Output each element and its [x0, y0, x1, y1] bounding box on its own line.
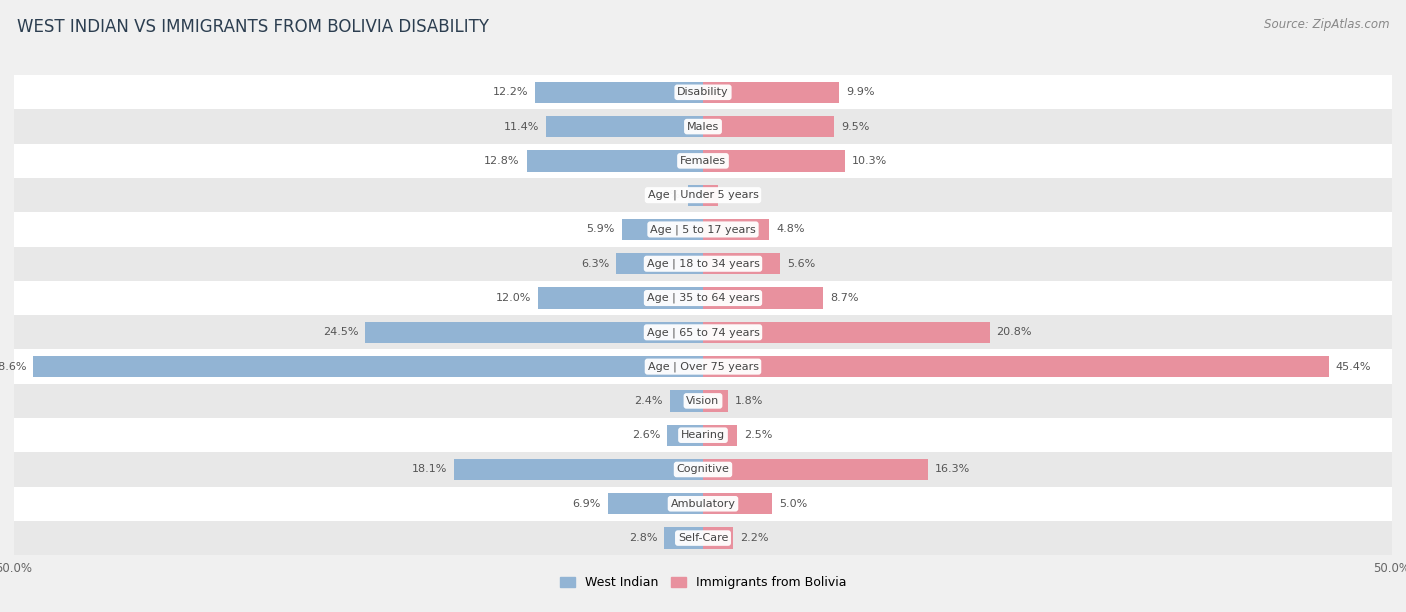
Text: 5.0%: 5.0% [779, 499, 807, 509]
FancyBboxPatch shape [14, 281, 1392, 315]
FancyBboxPatch shape [14, 110, 1392, 144]
Text: 1.1%: 1.1% [652, 190, 681, 200]
Text: Disability: Disability [678, 88, 728, 97]
Text: Ambulatory: Ambulatory [671, 499, 735, 509]
FancyBboxPatch shape [14, 418, 1392, 452]
FancyBboxPatch shape [14, 247, 1392, 281]
Legend: West Indian, Immigrants from Bolivia: West Indian, Immigrants from Bolivia [555, 571, 851, 594]
Text: 18.1%: 18.1% [412, 465, 447, 474]
Bar [703, 116, 834, 137]
Text: 2.6%: 2.6% [631, 430, 661, 440]
Bar [546, 116, 703, 137]
FancyBboxPatch shape [14, 521, 1392, 555]
FancyBboxPatch shape [14, 75, 1392, 110]
Text: 4.8%: 4.8% [776, 225, 804, 234]
Bar [34, 356, 703, 377]
Text: Age | 35 to 64 years: Age | 35 to 64 years [647, 293, 759, 304]
Bar [703, 185, 718, 206]
Text: Males: Males [688, 122, 718, 132]
Text: Cognitive: Cognitive [676, 465, 730, 474]
Text: 9.9%: 9.9% [846, 88, 875, 97]
FancyBboxPatch shape [14, 487, 1392, 521]
Bar [703, 253, 780, 274]
Text: WEST INDIAN VS IMMIGRANTS FROM BOLIVIA DISABILITY: WEST INDIAN VS IMMIGRANTS FROM BOLIVIA D… [17, 18, 489, 36]
Text: 45.4%: 45.4% [1336, 362, 1371, 371]
Text: 1.1%: 1.1% [725, 190, 754, 200]
Text: Age | Under 5 years: Age | Under 5 years [648, 190, 758, 200]
Bar [537, 288, 703, 308]
Text: 10.3%: 10.3% [852, 156, 887, 166]
Bar [703, 425, 738, 446]
Bar [703, 151, 845, 171]
Text: 2.5%: 2.5% [744, 430, 773, 440]
Bar [454, 459, 703, 480]
Text: 9.5%: 9.5% [841, 122, 869, 132]
Bar [703, 81, 839, 103]
Text: 20.8%: 20.8% [997, 327, 1032, 337]
Text: 16.3%: 16.3% [935, 465, 970, 474]
Text: Self-Care: Self-Care [678, 533, 728, 543]
Text: 48.6%: 48.6% [0, 362, 27, 371]
Text: 5.9%: 5.9% [586, 225, 614, 234]
Bar [366, 322, 703, 343]
FancyBboxPatch shape [14, 178, 1392, 212]
Text: Age | 18 to 34 years: Age | 18 to 34 years [647, 258, 759, 269]
Text: Source: ZipAtlas.com: Source: ZipAtlas.com [1264, 18, 1389, 31]
Text: Females: Females [681, 156, 725, 166]
Text: 2.2%: 2.2% [740, 533, 769, 543]
Text: Hearing: Hearing [681, 430, 725, 440]
Bar [703, 288, 823, 308]
FancyBboxPatch shape [14, 452, 1392, 487]
Text: 6.3%: 6.3% [581, 259, 609, 269]
Text: Age | 5 to 17 years: Age | 5 to 17 years [650, 224, 756, 235]
Bar [703, 528, 734, 549]
Text: 1.8%: 1.8% [735, 396, 763, 406]
Bar [703, 459, 928, 480]
Text: Age | 65 to 74 years: Age | 65 to 74 years [647, 327, 759, 338]
Bar [703, 219, 769, 240]
Text: Age | Over 75 years: Age | Over 75 years [648, 361, 758, 372]
Bar [703, 322, 990, 343]
Text: 12.2%: 12.2% [492, 88, 529, 97]
Bar [616, 253, 703, 274]
Bar [703, 493, 772, 515]
FancyBboxPatch shape [14, 144, 1392, 178]
FancyBboxPatch shape [14, 349, 1392, 384]
Text: 6.9%: 6.9% [572, 499, 600, 509]
Bar [668, 425, 703, 446]
Bar [703, 390, 728, 411]
FancyBboxPatch shape [14, 315, 1392, 349]
Bar [669, 390, 703, 411]
Text: 8.7%: 8.7% [830, 293, 858, 303]
Text: 2.4%: 2.4% [634, 396, 664, 406]
Bar [688, 185, 703, 206]
Bar [703, 356, 1329, 377]
Text: 12.8%: 12.8% [484, 156, 520, 166]
Bar [527, 151, 703, 171]
Bar [607, 493, 703, 515]
Text: 2.8%: 2.8% [628, 533, 658, 543]
Text: 12.0%: 12.0% [495, 293, 531, 303]
Text: 24.5%: 24.5% [323, 327, 359, 337]
Bar [665, 528, 703, 549]
Text: 5.6%: 5.6% [787, 259, 815, 269]
FancyBboxPatch shape [14, 212, 1392, 247]
Bar [621, 219, 703, 240]
Text: 11.4%: 11.4% [503, 122, 538, 132]
FancyBboxPatch shape [14, 384, 1392, 418]
Bar [534, 81, 703, 103]
Text: Vision: Vision [686, 396, 720, 406]
